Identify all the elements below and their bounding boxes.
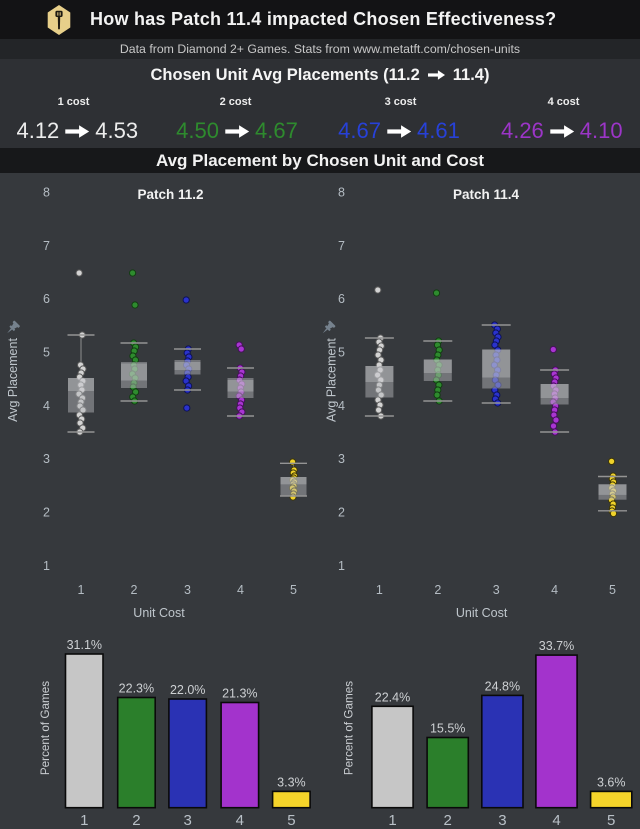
svg-text:4: 4: [551, 583, 558, 597]
svg-text:6: 6: [338, 292, 345, 306]
svg-text:Patch 11.2: Patch 11.2: [137, 187, 203, 202]
svg-text:Unit Cost: Unit Cost: [456, 606, 508, 620]
svg-text:22.3%: 22.3%: [119, 682, 154, 696]
svg-text:1: 1: [388, 812, 396, 829]
svg-text:1: 1: [78, 583, 85, 597]
svg-text:2: 2: [434, 583, 441, 597]
svg-text:1: 1: [376, 583, 383, 597]
svg-text:3: 3: [184, 812, 192, 829]
svg-text:6: 6: [43, 292, 50, 306]
svg-text:3: 3: [184, 583, 191, 597]
svg-text:2: 2: [43, 506, 50, 520]
svg-text:4: 4: [338, 399, 345, 413]
svg-text:22.4%: 22.4%: [375, 690, 410, 704]
svg-text:2: 2: [444, 812, 452, 829]
svg-text:5: 5: [287, 812, 295, 829]
svg-text:4: 4: [237, 583, 244, 597]
svg-text:1: 1: [80, 812, 88, 829]
svg-text:5: 5: [43, 346, 50, 360]
svg-text:4: 4: [552, 812, 560, 829]
svg-text:2: 2: [338, 506, 345, 520]
svg-text:Avg Placement: Avg Placement: [6, 338, 20, 422]
svg-text:2: 2: [131, 583, 138, 597]
svg-text:8: 8: [43, 186, 50, 200]
svg-text:22.0%: 22.0%: [170, 683, 205, 697]
svg-text:7: 7: [338, 239, 345, 253]
svg-text:7: 7: [43, 239, 50, 253]
svg-text:21.3%: 21.3%: [222, 687, 257, 701]
svg-text:1: 1: [43, 559, 50, 573]
svg-text:3: 3: [493, 583, 500, 597]
svg-text:5: 5: [290, 583, 297, 597]
svg-text:5: 5: [609, 583, 616, 597]
svg-text:3: 3: [498, 812, 506, 829]
svg-text:Unit Cost: Unit Cost: [133, 606, 185, 620]
svg-text:3: 3: [338, 452, 345, 466]
svg-text:Avg Placement: Avg Placement: [325, 338, 339, 422]
svg-text:5: 5: [338, 346, 345, 360]
svg-text:1: 1: [338, 559, 345, 573]
svg-text:31.1%: 31.1%: [67, 638, 102, 652]
svg-text:24.8%: 24.8%: [485, 679, 520, 693]
svg-text:3.6%: 3.6%: [597, 775, 626, 789]
svg-text:8: 8: [338, 186, 345, 200]
svg-text:Percent of Games: Percent of Games: [342, 681, 355, 775]
svg-text:3.3%: 3.3%: [277, 775, 306, 789]
svg-text:Percent of Games: Percent of Games: [39, 681, 52, 775]
svg-text:Patch 11.4: Patch 11.4: [453, 187, 520, 202]
svg-text:2: 2: [132, 812, 140, 829]
svg-text:4: 4: [236, 812, 244, 829]
svg-text:5: 5: [607, 812, 615, 829]
svg-text:33.7%: 33.7%: [539, 639, 574, 653]
svg-text:15.5%: 15.5%: [430, 722, 465, 736]
svg-text:3: 3: [43, 452, 50, 466]
svg-text:4: 4: [43, 399, 50, 413]
